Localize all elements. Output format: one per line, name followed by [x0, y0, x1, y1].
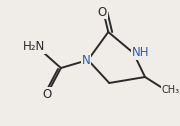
Text: H₂N: H₂N: [23, 40, 45, 54]
Text: O: O: [98, 6, 107, 19]
Text: O: O: [43, 87, 52, 101]
Text: NH: NH: [131, 46, 149, 59]
Text: CH₃: CH₃: [161, 85, 179, 95]
Text: N: N: [82, 55, 90, 68]
